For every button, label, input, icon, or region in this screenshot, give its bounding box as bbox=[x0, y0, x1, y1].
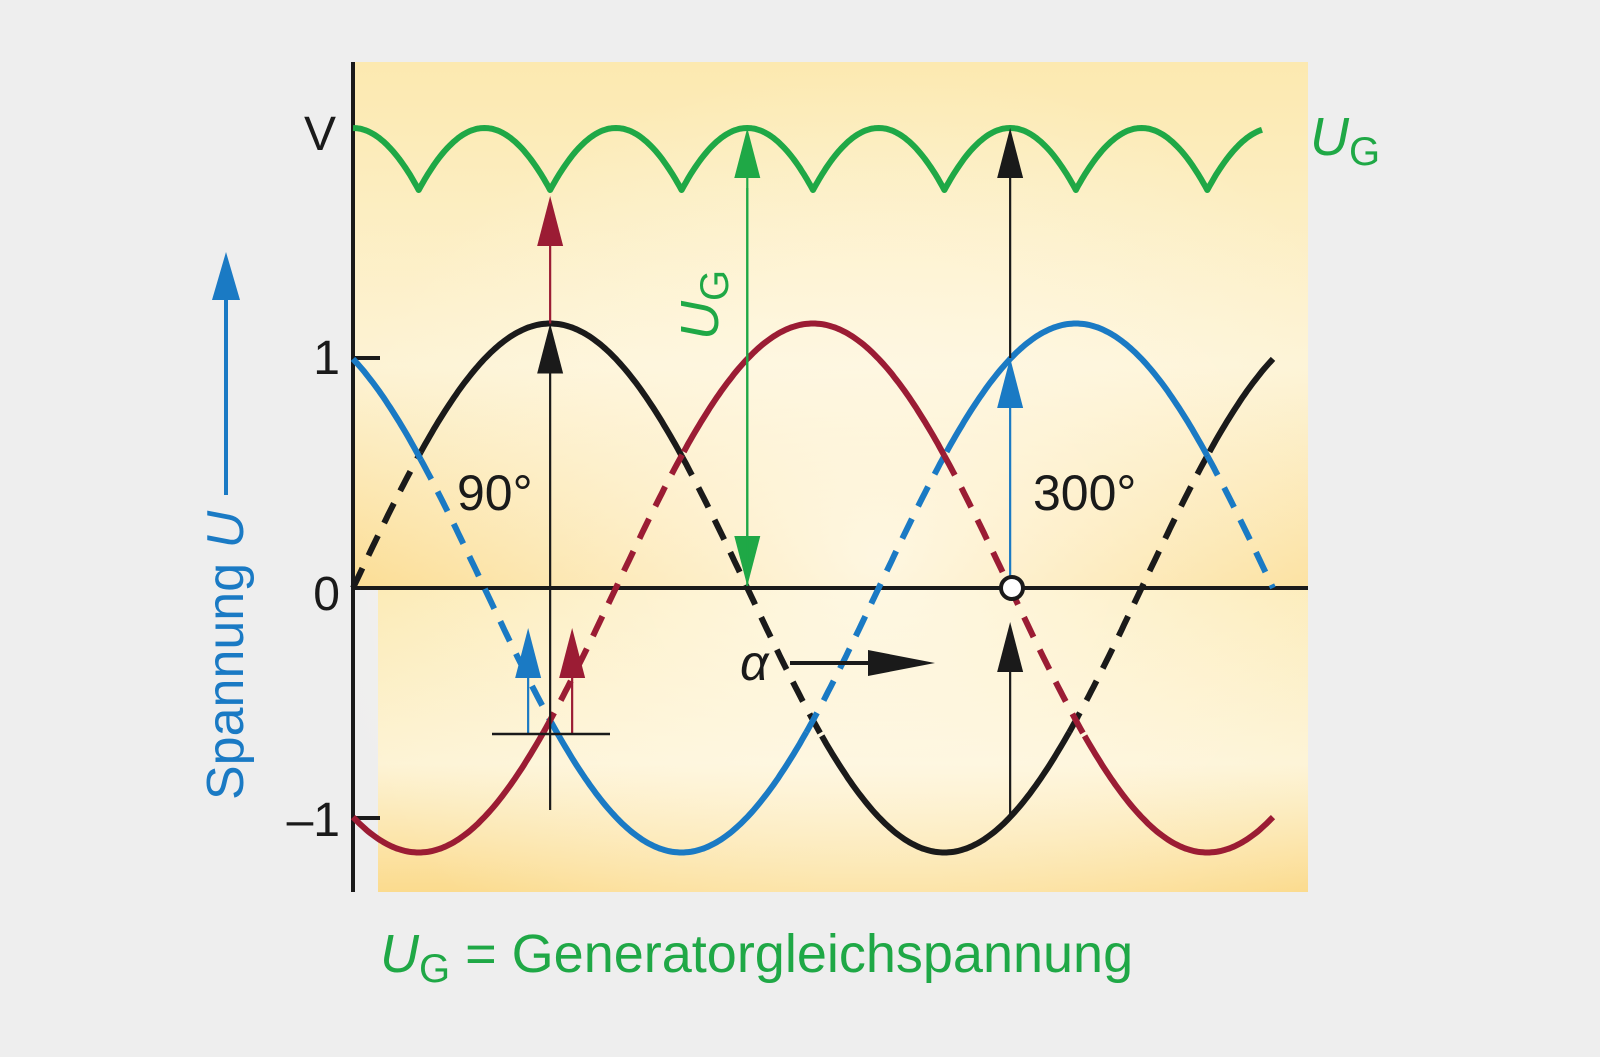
angle-label-300: 300° bbox=[1033, 465, 1136, 521]
phase-curve-segment bbox=[803, 450, 950, 734]
vector-arrows bbox=[515, 128, 1024, 818]
ug-arrow-label: UG bbox=[670, 270, 737, 340]
ug-arrow-up-head bbox=[734, 128, 761, 178]
black-arrow-90-head bbox=[537, 323, 564, 374]
alpha-arrow-head bbox=[868, 650, 935, 676]
phase-curves bbox=[350, 320, 1276, 856]
black-arrow-300-head bbox=[997, 622, 1024, 672]
black-arrow-300-top-head bbox=[997, 128, 1024, 178]
ug-curve-label: UG bbox=[1310, 107, 1380, 174]
y-tick-label-1: 1 bbox=[313, 332, 340, 385]
phase-curve-segment bbox=[350, 450, 424, 590]
caption-text: = Generatorgleichspannung bbox=[450, 924, 1133, 984]
y-tick-label-0: 0 bbox=[313, 568, 340, 621]
y-label-variable: U bbox=[197, 510, 255, 548]
plot-background bbox=[353, 62, 1308, 892]
caption-subscript: G bbox=[419, 947, 450, 991]
phase-curve-segment bbox=[540, 450, 687, 734]
y-tick-label-v: V bbox=[304, 108, 336, 161]
phase-curve-segment bbox=[1206, 356, 1276, 454]
phase-curve-segment bbox=[681, 320, 948, 458]
red-arrow-90-top-head bbox=[537, 196, 564, 246]
phase-curve-segment bbox=[943, 320, 1210, 458]
phase-curve-segment bbox=[556, 730, 809, 856]
svg-text:Spannung U: Spannung U bbox=[197, 510, 255, 800]
caption-symbol: U bbox=[380, 924, 420, 984]
phase-curve-segment bbox=[1066, 450, 1213, 734]
phase-curve-segment bbox=[350, 356, 424, 462]
phase-curve-segment bbox=[678, 454, 825, 738]
zero-crossing-marker bbox=[999, 575, 1025, 601]
rectified-voltage-curve bbox=[352, 125, 1263, 193]
phase-curve-segment bbox=[350, 730, 547, 856]
y-label-arrow-head bbox=[212, 252, 240, 300]
y-tick-label-minus-1: –1 bbox=[287, 794, 340, 847]
y-label-text: Spannung bbox=[197, 548, 255, 800]
angle-label-90: 90° bbox=[457, 465, 533, 521]
phase-curve-segment bbox=[819, 730, 1072, 856]
blue-arrow-300-head bbox=[997, 358, 1024, 408]
blue-arrow-90-head bbox=[515, 628, 542, 678]
alpha-symbol: α bbox=[740, 635, 770, 691]
phase-curve-segment bbox=[1204, 454, 1276, 590]
phase-curve-segment bbox=[418, 458, 562, 738]
axes bbox=[351, 62, 1308, 892]
y-axis-label: Spannung U bbox=[197, 252, 255, 800]
svg-text:UG: UG bbox=[670, 270, 737, 340]
phase-curve-segment bbox=[1082, 734, 1276, 856]
red-arrow-90-head bbox=[559, 628, 586, 678]
figure-caption: UG = Generatorgleichspannung bbox=[380, 924, 1133, 991]
